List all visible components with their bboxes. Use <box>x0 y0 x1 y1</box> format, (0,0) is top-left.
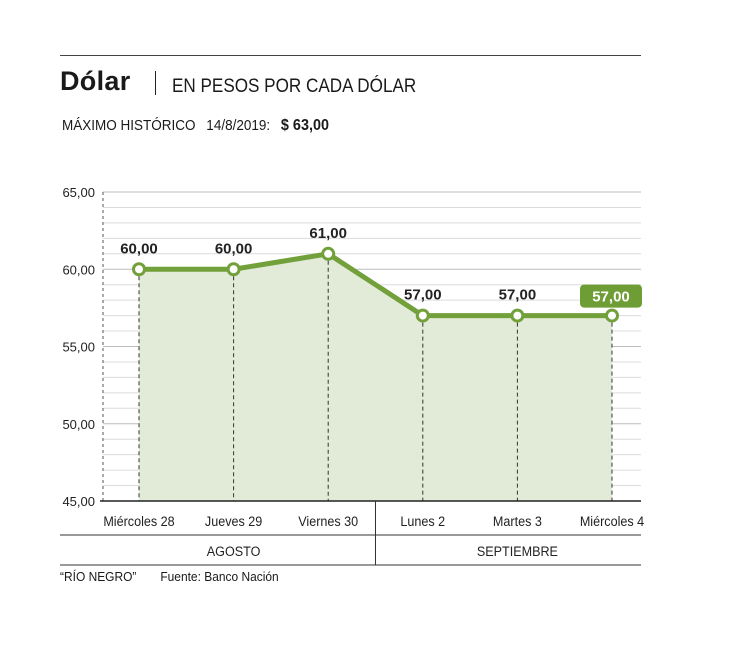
x-tick-label: Martes 3 <box>493 513 542 529</box>
title-separator <box>155 71 156 95</box>
point-layer <box>132 246 619 323</box>
line-layer <box>136 251 615 319</box>
x-tick-label: Jueves 29 <box>205 513 262 529</box>
data-point <box>321 246 336 261</box>
data-point <box>510 308 525 323</box>
chart-title: Dólar <box>60 66 131 96</box>
record-label: MÁXIMO HISTÓRICO <box>62 117 196 134</box>
record-date: 14/8/2019: <box>206 117 271 134</box>
x-tick-label: Lunes 2 <box>400 513 445 529</box>
group-label: SEPTIEMBRE <box>477 543 558 559</box>
value-label: 57,00 <box>404 287 442 304</box>
footer: “RÍO NEGRO” Fuente: Banco Nación <box>60 569 279 584</box>
area-fill <box>139 253 612 501</box>
y-tick-label: 60,00 <box>62 262 95 277</box>
x-tick-label: Miércoles 4 <box>580 513 644 529</box>
record-line: MÁXIMO HISTÓRICO 14/8/2019: $ 63,00 <box>62 117 329 135</box>
data-point <box>605 308 619 323</box>
chart-subtitle: EN PESOS POR CADA DÓLAR <box>172 76 417 97</box>
x-tick-label: Miércoles 28 <box>103 513 174 529</box>
data-point <box>415 308 430 323</box>
y-tick-label: 50,00 <box>62 417 95 432</box>
area-layer <box>139 253 612 501</box>
group-label: AGOSTO <box>207 543 261 559</box>
y-tick-label: 55,00 <box>62 340 95 355</box>
record-value: $ 63,00 <box>280 117 329 134</box>
top-rule <box>60 55 641 56</box>
y-tick-label: 45,00 <box>62 494 95 509</box>
footer-source: Fuente: Banco Nación <box>160 569 279 584</box>
data-point <box>132 262 146 277</box>
series-line <box>136 251 615 319</box>
drop-line-layer <box>138 253 613 501</box>
value-label: 60,00 <box>120 240 158 257</box>
value-label: 57,00 <box>499 287 537 304</box>
y-tick-label: 65,00 <box>62 185 95 200</box>
label-layer: 60,00 60,00 61,00 57,00 57,00 57,00 <box>120 225 642 308</box>
data-point <box>226 262 241 277</box>
value-label: 57,00 <box>592 289 630 306</box>
value-label: 61,00 <box>309 225 347 242</box>
x-tick-label: Viernes 30 <box>298 513 358 529</box>
footer-credit: “RÍO NEGRO” <box>60 569 137 584</box>
value-label: 60,00 <box>215 240 253 257</box>
axis-layer: 45,00 50,00 55,00 60,00 65,00 Miércoles 28 Jue… <box>60 185 644 566</box>
value-highlight-badge <box>580 284 642 308</box>
